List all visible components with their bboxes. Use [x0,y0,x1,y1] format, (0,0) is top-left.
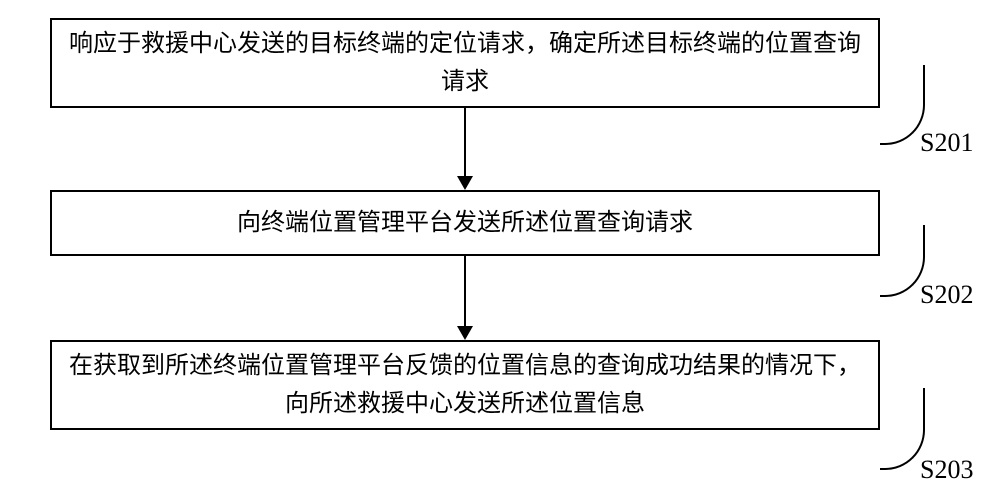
arrow-line-1 [464,108,466,176]
arrow-head-2 [457,326,473,340]
step-text: 向终端位置管理平台发送所述位置查询请求 [237,204,693,242]
step-text: 响应于救援中心发送的目标终端的定位请求，确定所述目标终端的位置查询请求 [62,25,868,102]
connector-curve-s201 [880,65,925,145]
connector-curve-s202 [880,225,925,297]
arrow-line-2 [464,256,466,326]
arrow-head-1 [457,176,473,190]
step-label-s203: S203 [920,455,973,485]
step-box-s201: 响应于救援中心发送的目标终端的定位请求，确定所述目标终端的位置查询请求 [50,18,880,108]
flowchart-canvas: 响应于救援中心发送的目标终端的定位请求，确定所述目标终端的位置查询请求 S201… [0,0,1000,504]
step-box-s203: 在获取到所述终端位置管理平台反馈的位置信息的查询成功结果的情况下，向所述救援中心… [50,340,880,430]
step-label-s201: S201 [920,128,973,158]
connector-curve-s203 [880,388,925,470]
step-text: 在获取到所述终端位置管理平台反馈的位置信息的查询成功结果的情况下，向所述救援中心… [62,347,868,424]
step-label-s202: S202 [920,280,973,310]
step-box-s202: 向终端位置管理平台发送所述位置查询请求 [50,190,880,256]
